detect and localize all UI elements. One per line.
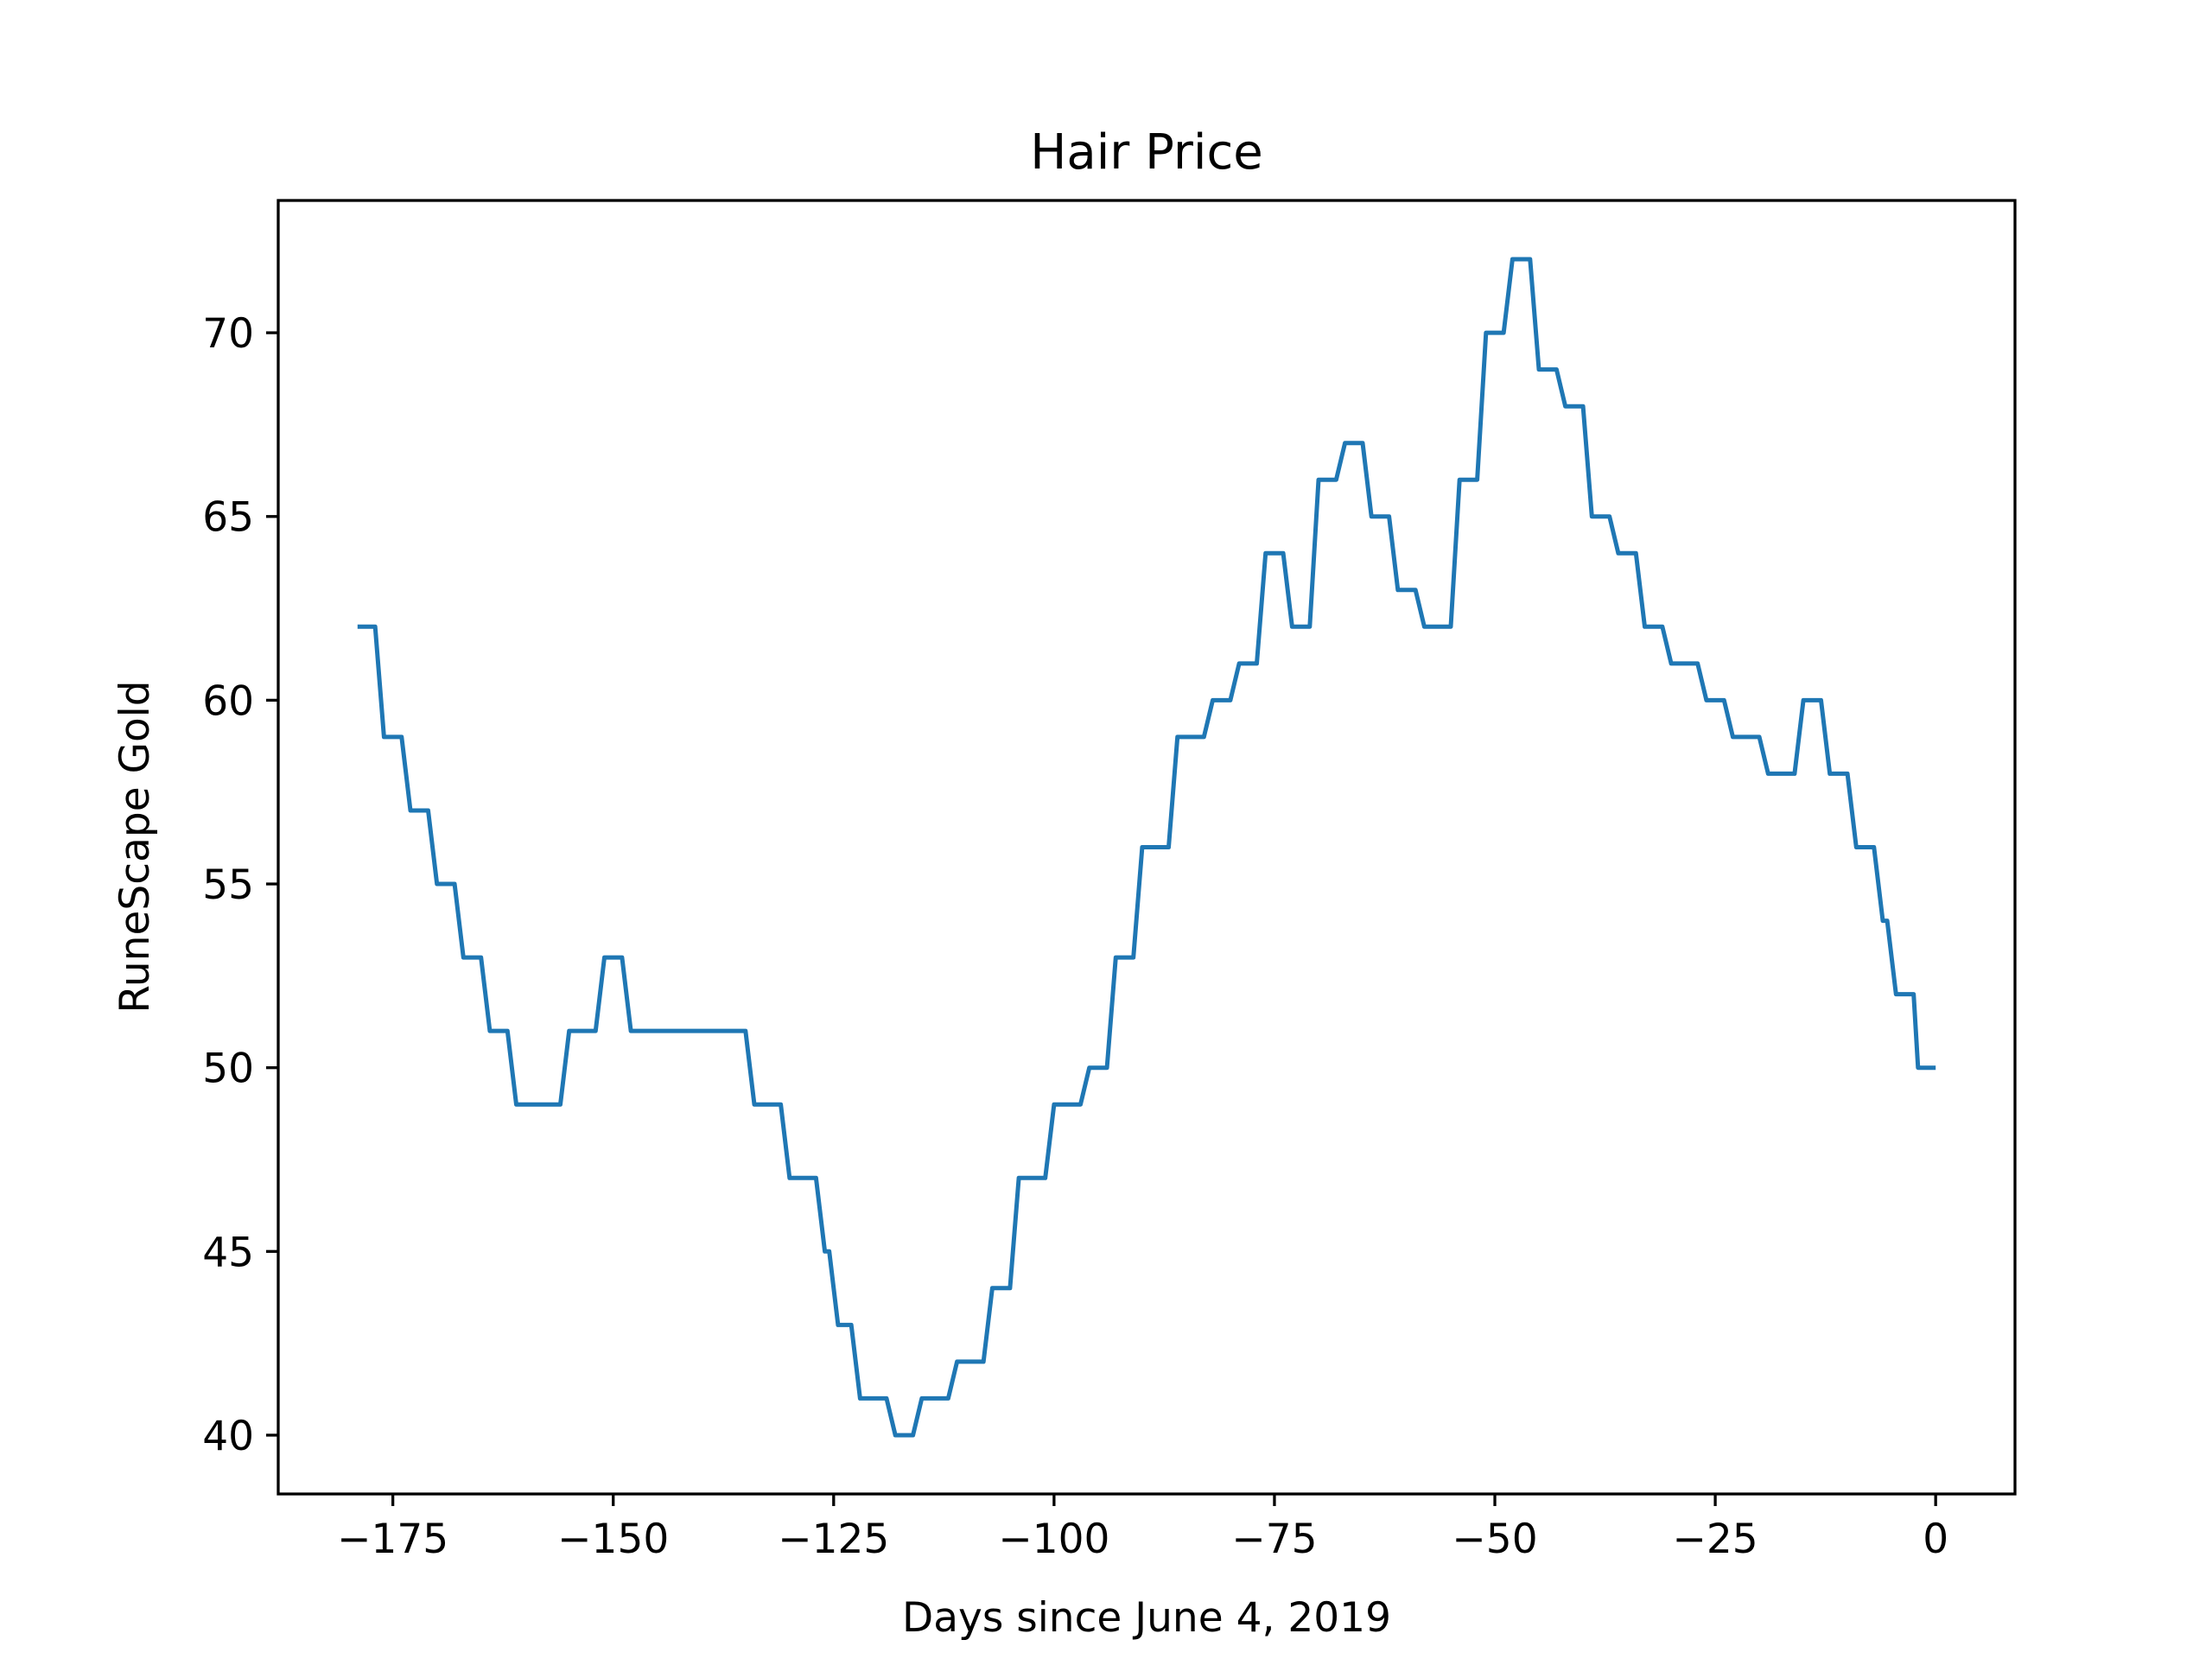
x-tick-label: −100 — [998, 1516, 1109, 1563]
y-tick-label: 65 — [202, 494, 254, 542]
x-tick-label: −175 — [337, 1516, 448, 1563]
y-tick-label: 60 — [202, 677, 254, 725]
x-tick-label: −25 — [1673, 1516, 1758, 1563]
y-tick-label: 45 — [202, 1229, 254, 1276]
y-axis-label: RuneScape Gold — [111, 680, 159, 1013]
y-axis: 40 45 50 55 60 65 70 — [202, 310, 278, 1460]
y-tick-label: 50 — [202, 1046, 254, 1093]
y-tick-label: 70 — [202, 310, 254, 358]
y-tick-label: 55 — [202, 861, 254, 909]
series-line — [357, 257, 1936, 1438]
x-tick-label: −50 — [1452, 1516, 1537, 1563]
x-tick-label: −125 — [778, 1516, 889, 1563]
x-tick-label: 0 — [1923, 1516, 1948, 1563]
x-tick-label: −150 — [557, 1516, 669, 1563]
y-tick-label: 40 — [202, 1413, 254, 1460]
series-layer — [357, 257, 1936, 1438]
plot-area-frame — [276, 199, 2017, 1496]
x-axis: −175 −150 −125 −100 −75 −50 −25 0 — [337, 1494, 1948, 1563]
chart-title: Hair Price — [1030, 124, 1262, 181]
x-axis-label: Days since June 4, 2019 — [902, 1594, 1391, 1642]
x-tick-label: −75 — [1231, 1516, 1317, 1563]
